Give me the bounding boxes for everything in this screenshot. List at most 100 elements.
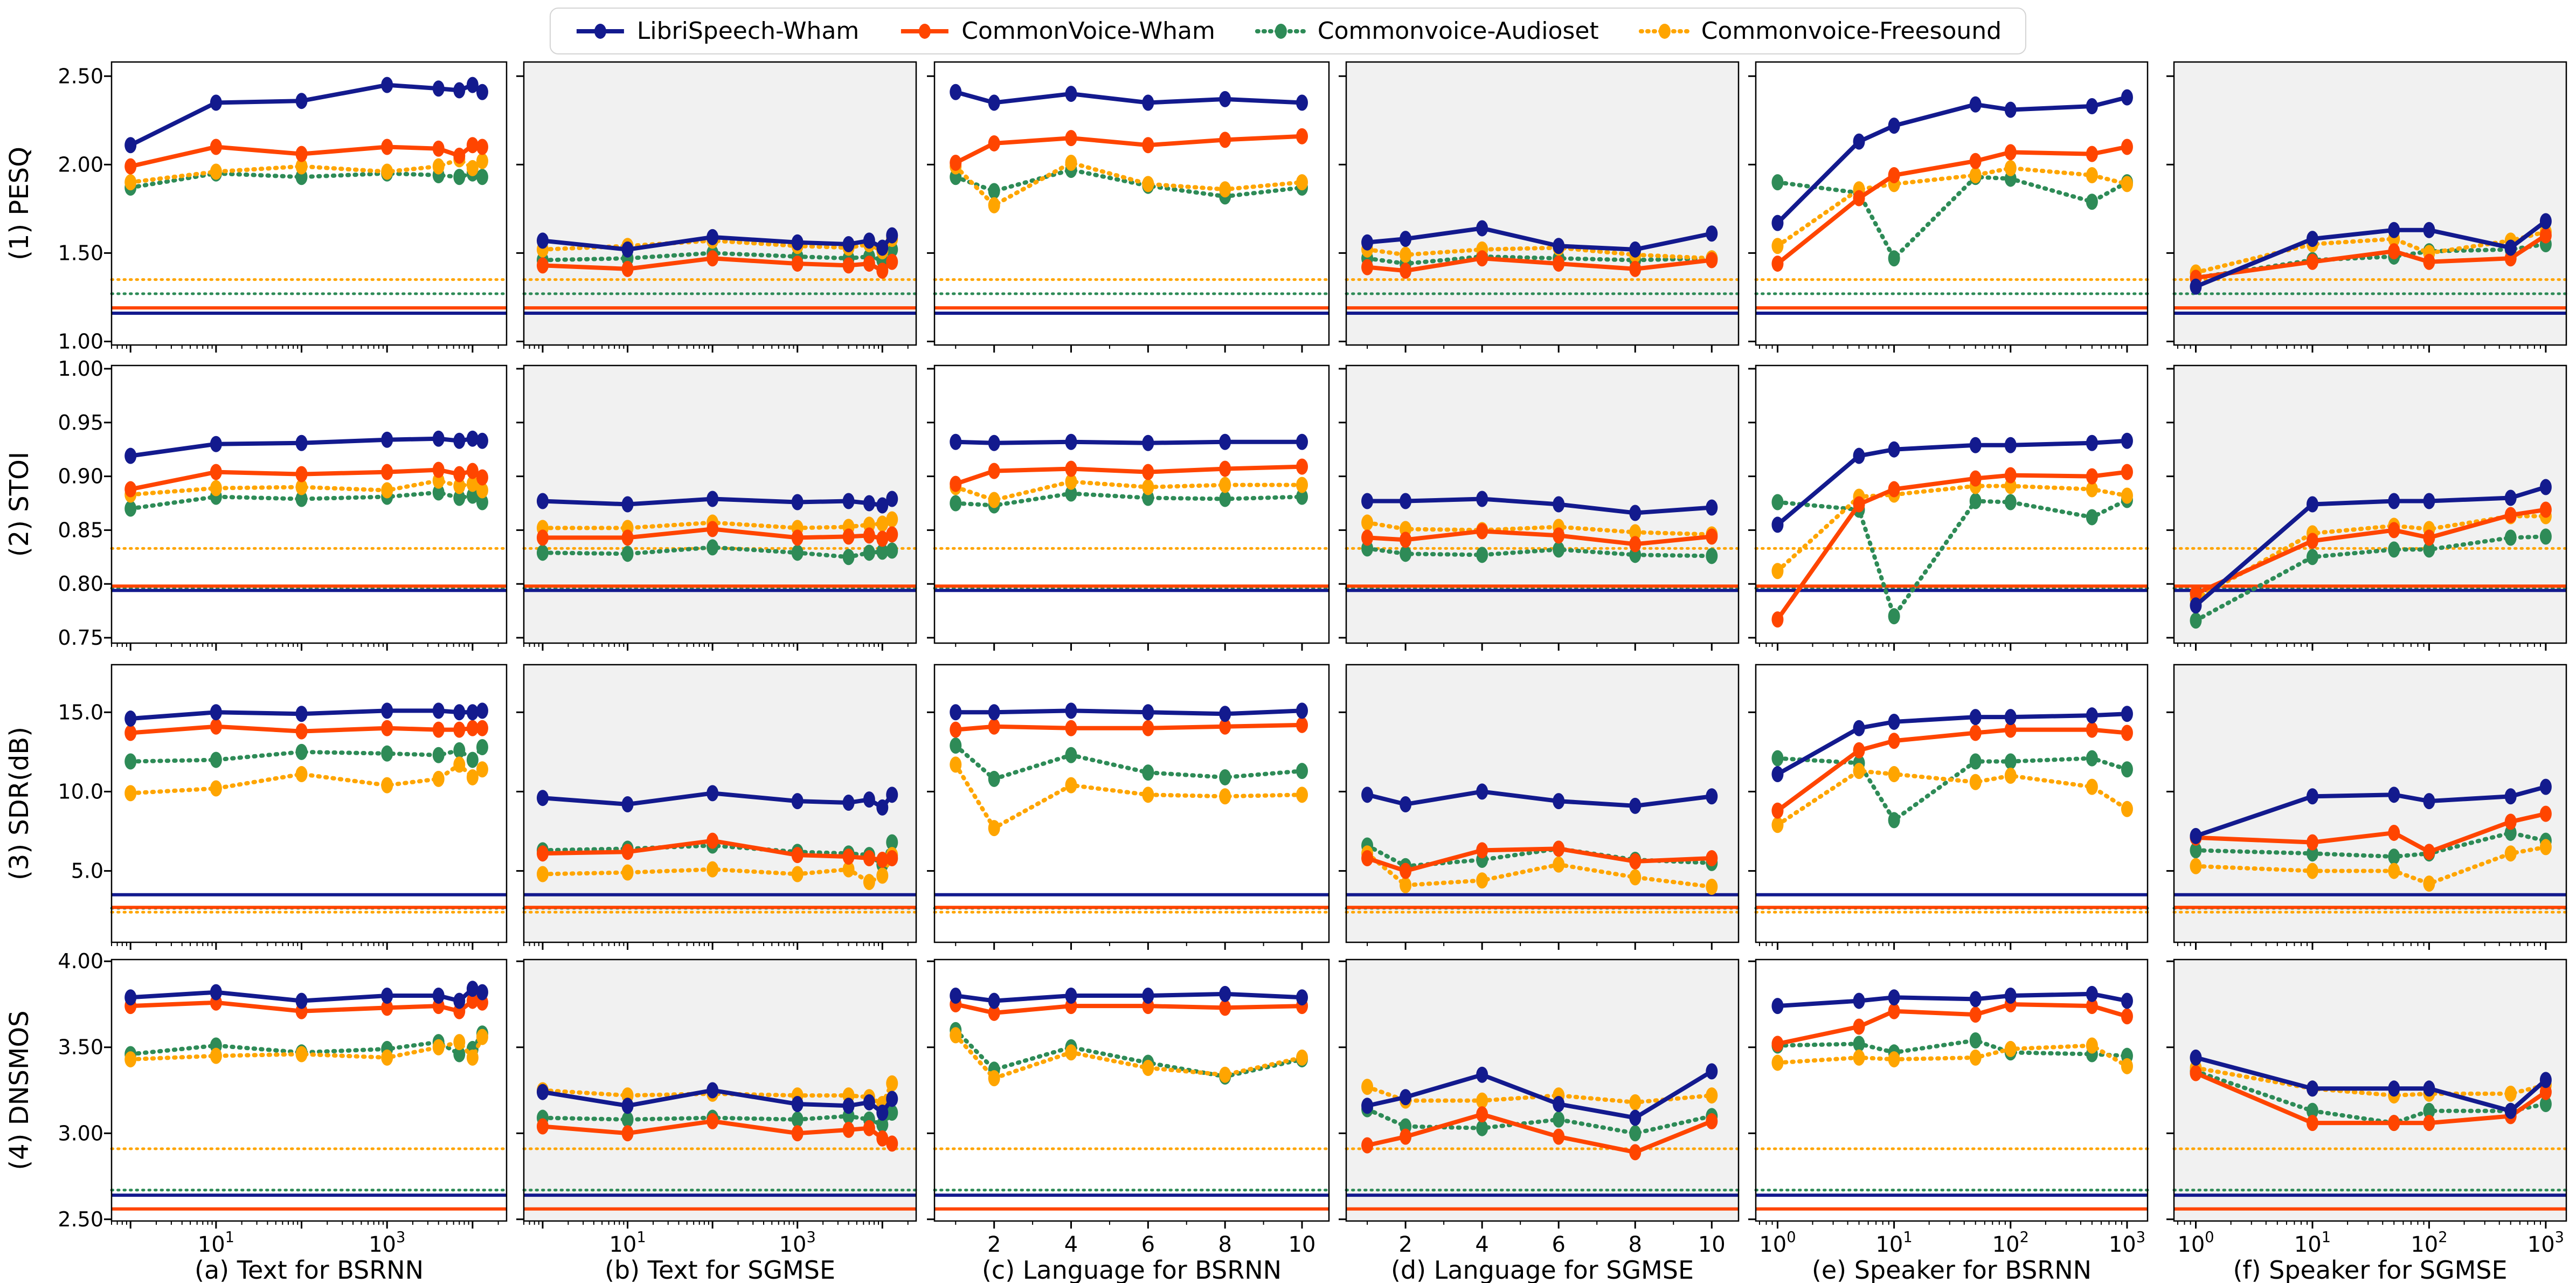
data-point-green bbox=[1706, 548, 1718, 564]
data-point-navy bbox=[791, 793, 804, 810]
data-point-red bbox=[1400, 1128, 1412, 1145]
svg-text:101: 101 bbox=[198, 1229, 234, 1257]
data-point-red bbox=[1065, 460, 1077, 477]
data-point-navy bbox=[2306, 1080, 2318, 1097]
svg-text:0.90: 0.90 bbox=[58, 465, 103, 488]
data-point-navy bbox=[621, 1098, 634, 1114]
series-line-navy bbox=[955, 439, 1303, 445]
data-point-navy bbox=[1400, 493, 1412, 509]
data-point-green bbox=[1400, 546, 1412, 562]
data-point-orange bbox=[2190, 858, 2202, 874]
row-label-3: (3) SDR(dB) 5.0 10.0 15.0 bbox=[4, 700, 103, 882]
data-point-red bbox=[886, 526, 898, 543]
data-point-orange bbox=[453, 756, 466, 773]
data-point-orange bbox=[1476, 872, 1488, 889]
series-line-orange bbox=[1365, 245, 1714, 261]
data-point-navy bbox=[466, 981, 479, 997]
data-point-red bbox=[1361, 259, 1374, 275]
subplot-4d: 2 4 6 8 10(d) Language for SGMSE bbox=[1339, 958, 1740, 1283]
data-point-navy bbox=[2388, 1080, 2400, 1097]
data-point-green bbox=[432, 484, 445, 501]
data-point-red bbox=[2423, 844, 2435, 860]
svg-text:(1) PESQ: (1) PESQ bbox=[4, 147, 34, 260]
data-point-orange bbox=[476, 153, 488, 169]
data-point-red bbox=[886, 850, 898, 867]
legend-label: Commonvoice-Freesound bbox=[1701, 17, 2002, 45]
data-point-green bbox=[2121, 761, 2133, 778]
data-point-navy bbox=[988, 704, 1000, 721]
data-point-red bbox=[536, 529, 549, 546]
data-point-navy bbox=[476, 702, 488, 719]
svg-text:3.00: 3.00 bbox=[58, 1121, 103, 1145]
series-line-green bbox=[1365, 1107, 1714, 1136]
data-point-orange bbox=[476, 1029, 488, 1045]
data-point-green bbox=[1771, 494, 1784, 511]
series-line-green bbox=[953, 743, 1305, 782]
data-point-green bbox=[1296, 488, 1308, 505]
data-point-orange bbox=[1476, 1092, 1488, 1109]
data-point-red bbox=[1853, 1018, 1865, 1035]
data-point-orange bbox=[1771, 238, 1784, 254]
data-point-red bbox=[2306, 533, 2318, 549]
data-point-orange bbox=[476, 482, 488, 499]
data-point-navy bbox=[2004, 437, 2017, 453]
data-point-navy bbox=[621, 496, 634, 513]
data-point-navy bbox=[124, 989, 137, 1006]
data-point-navy bbox=[1888, 441, 1900, 458]
data-point-red bbox=[842, 257, 855, 274]
data-point-red bbox=[536, 1118, 549, 1135]
data-point-orange bbox=[2086, 1037, 2098, 1054]
data-point-green bbox=[2388, 541, 2400, 558]
data-point-navy bbox=[466, 704, 479, 721]
svg-text:(d) Language for SGMSE: (d) Language for SGMSE bbox=[1391, 1256, 1694, 1283]
svg-text:10.0: 10.0 bbox=[58, 780, 103, 803]
data-point-red bbox=[1888, 481, 1900, 498]
data-point-green bbox=[1969, 1032, 1982, 1049]
data-point-orange bbox=[2504, 1085, 2517, 1102]
data-point-red bbox=[466, 137, 479, 154]
data-point-red bbox=[950, 721, 962, 738]
data-point-navy bbox=[2423, 1080, 2435, 1097]
data-point-navy bbox=[1969, 96, 1982, 113]
data-point-red bbox=[1219, 460, 1231, 477]
data-point-orange bbox=[2306, 863, 2318, 879]
data-point-navy bbox=[1296, 989, 1308, 1006]
series-line-orange bbox=[953, 160, 1305, 208]
series-line-orange bbox=[953, 479, 1305, 502]
svg-text:2: 2 bbox=[1398, 1232, 1412, 1257]
subplot-1b bbox=[516, 61, 918, 353]
data-point-green bbox=[1065, 747, 1077, 763]
data-point-orange bbox=[1888, 1051, 1900, 1068]
data-point-red bbox=[707, 832, 719, 849]
data-point-green bbox=[988, 183, 1000, 199]
subplot-2c bbox=[927, 364, 1331, 651]
data-point-red bbox=[1888, 733, 1900, 749]
data-point-navy bbox=[2306, 231, 2318, 247]
data-point-navy bbox=[2423, 493, 2435, 509]
data-point-orange bbox=[2004, 1040, 2017, 1057]
data-point-green bbox=[950, 495, 962, 512]
data-point-navy bbox=[1553, 1096, 1565, 1113]
data-point-green bbox=[466, 487, 479, 504]
data-point-navy bbox=[1142, 94, 1154, 111]
data-point-orange bbox=[1771, 1054, 1784, 1071]
series-line-navy bbox=[1367, 496, 1712, 515]
series-line-navy bbox=[2194, 485, 2547, 608]
data-point-orange bbox=[466, 769, 479, 785]
data-point-navy bbox=[124, 447, 137, 464]
data-point-orange bbox=[1296, 174, 1308, 191]
data-point-red bbox=[1706, 1113, 1718, 1129]
data-point-navy bbox=[842, 493, 855, 509]
data-point-navy bbox=[1296, 433, 1308, 450]
data-point-navy bbox=[2539, 479, 2552, 495]
axis-ticks bbox=[2166, 960, 2547, 1229]
data-point-navy bbox=[1629, 1109, 1642, 1126]
data-point-orange bbox=[1065, 777, 1077, 794]
data-point-navy bbox=[1219, 433, 1231, 450]
series-line-solid-icon bbox=[901, 23, 949, 39]
subplot-3a bbox=[104, 664, 508, 950]
data-point-green bbox=[1771, 750, 1784, 767]
legend: LibriSpeech-Wham CommonVoice-Wham Common… bbox=[549, 8, 2027, 54]
data-point-red bbox=[124, 725, 137, 741]
data-point-red bbox=[988, 1004, 1000, 1021]
